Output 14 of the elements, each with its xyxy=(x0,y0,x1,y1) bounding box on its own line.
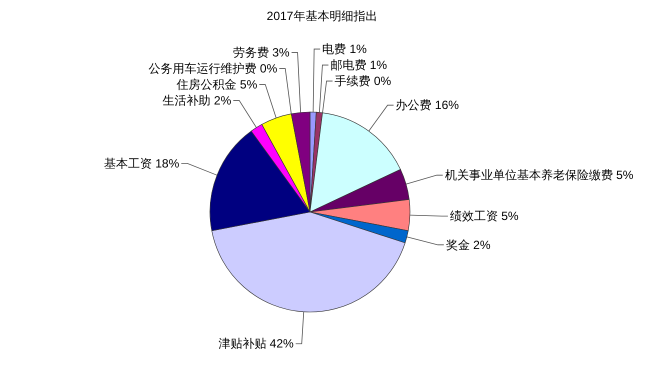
slice-label: 机关事业单位基本养老保险缴费 5% xyxy=(444,168,634,182)
slice-label: 电费 1% xyxy=(322,42,368,56)
slice-label: 劳务费 3% xyxy=(232,46,290,60)
slice-label: 办公费 16% xyxy=(396,98,460,112)
slice-label: 津贴补贴 42% xyxy=(218,336,294,351)
slice-label: 住房公积金 5% xyxy=(176,78,258,92)
slice-label: 奖金 2% xyxy=(446,238,491,252)
category-label: 手续费 0% xyxy=(334,74,392,88)
category-label: 公务用车运行维护费 0% xyxy=(148,62,278,76)
slice-label: 基本工资 18% xyxy=(104,156,180,170)
slice-label: 绩效工资 5% xyxy=(450,209,519,224)
chart-title: 2017年基本明细指出 xyxy=(266,9,378,23)
slice-label: 生活补助 2% xyxy=(162,94,232,108)
slice-label: 邮电费 1% xyxy=(330,58,388,72)
